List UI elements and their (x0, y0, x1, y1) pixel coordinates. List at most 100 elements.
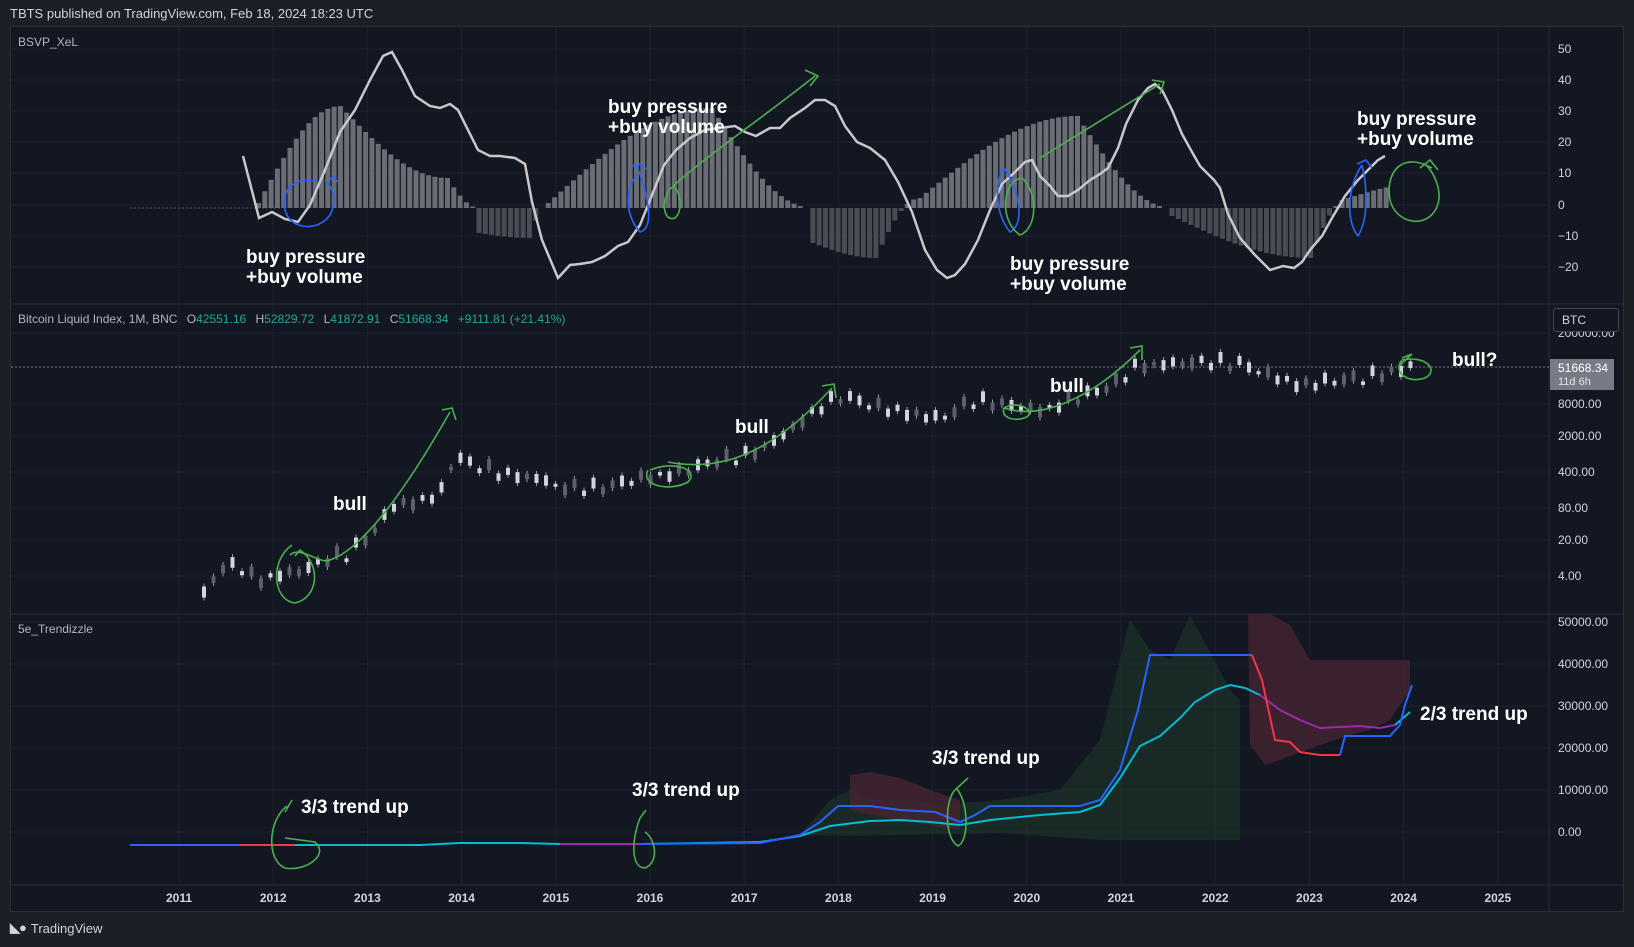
histogram-bar (690, 109, 696, 208)
histogram-bar (772, 191, 778, 208)
candle-body (971, 404, 976, 410)
histogram-bar (501, 208, 507, 237)
histogram-bar (1364, 192, 1370, 208)
candle-body (1218, 352, 1223, 363)
candle-body (1332, 380, 1337, 386)
histogram-bar (1100, 153, 1106, 208)
candle-body (344, 558, 349, 563)
candle-body (534, 473, 539, 483)
histogram-bar (482, 208, 488, 234)
histogram-bar (306, 123, 312, 208)
histogram-bar (1112, 170, 1118, 208)
histogram-bar (986, 145, 992, 208)
oscillator-price-axis[interactable]: 50 40 30 20 10 0 −10 −20 (1558, 42, 1579, 274)
annotation-buy-pressure: buy pressure (608, 97, 727, 118)
trend-tick-label: 40000.00 (1558, 657, 1608, 671)
year-label: 2011 (166, 891, 192, 905)
time-axis[interactable]: 2011 2012 2013 2014 2015 2016 2017 2018 2019 2020… (166, 891, 1511, 905)
published-header: TBTS published on TradingView.com, Feb 1… (10, 6, 374, 21)
histogram-bar (344, 112, 350, 208)
trend-title: 5e_Trendizzle (18, 622, 93, 636)
histogram-bar (1257, 208, 1263, 252)
symbol-button[interactable]: BTC (1553, 308, 1619, 332)
candle-body (496, 473, 501, 481)
histogram-bar (337, 106, 343, 208)
histogram-bar (281, 157, 287, 208)
histogram-bar (602, 153, 608, 208)
histogram-bar (268, 179, 274, 208)
histogram-bar (993, 141, 999, 208)
candle-body (1294, 381, 1299, 393)
candle-body (762, 444, 767, 449)
candle-body (373, 528, 377, 533)
histogram-bar (1245, 208, 1251, 248)
histogram-bar (1219, 208, 1225, 239)
brand-name[interactable]: TradingView (30, 920, 103, 936)
histogram-bar (526, 208, 532, 238)
oscillator-tick-label: 50 (1558, 42, 1572, 56)
annotation-bull: bull (333, 494, 367, 515)
candle-body (1095, 387, 1099, 396)
candle-body (924, 414, 928, 423)
year-label: 2024 (1390, 891, 1417, 905)
histogram-bar (703, 108, 709, 208)
candle-body (1047, 405, 1052, 409)
candle-body (458, 452, 463, 463)
histogram-bar (778, 196, 784, 208)
year-label: 2019 (919, 891, 946, 905)
candle-body (249, 566, 254, 577)
histogram-bar (312, 117, 318, 208)
histogram-bar (835, 208, 841, 252)
histogram-bar (1251, 208, 1257, 250)
candle-body (857, 395, 862, 406)
histogram-bar (1320, 208, 1326, 228)
candle-body (1285, 375, 1289, 382)
candle-body (563, 484, 567, 496)
candle-body (810, 407, 814, 414)
histogram-bar (1188, 208, 1194, 225)
high-value: 52829.72 (264, 312, 314, 326)
oscillator-tick-label: 0 (1558, 198, 1565, 212)
candle-body (582, 490, 586, 496)
histogram-bar (684, 110, 690, 208)
trend-tick-label: 30000.00 (1558, 699, 1608, 713)
histogram-bar (495, 208, 501, 236)
histogram-bar (1182, 208, 1188, 222)
histogram-bar (942, 177, 948, 208)
trend-pane[interactable] (130, 614, 1413, 846)
histogram-bar (1314, 208, 1320, 243)
histogram-bar (1226, 208, 1232, 242)
candle-body (886, 408, 890, 417)
candle-body (1019, 405, 1023, 412)
histogram-bar (785, 200, 791, 208)
candle-body (905, 409, 909, 421)
tradingview-logo-icon[interactable]: ◣● (10, 920, 27, 935)
histogram-bar (753, 171, 759, 208)
histogram-bar (489, 208, 495, 235)
histogram-bar (974, 154, 980, 208)
candle-body (1180, 361, 1185, 367)
candle-body (411, 499, 415, 511)
candle-body (487, 459, 491, 471)
price-pane[interactable] (11, 349, 1549, 601)
year-label: 2025 (1484, 891, 1511, 905)
histogram-bar (671, 114, 677, 208)
candle-body (449, 466, 453, 471)
histogram-bar (886, 208, 891, 232)
histogram-bar (571, 180, 576, 208)
candle-body (1114, 373, 1118, 385)
candle-body (620, 475, 624, 487)
candle-body (591, 477, 596, 489)
candle-body (259, 578, 263, 588)
candle-body (1209, 362, 1213, 371)
candle-body (1237, 355, 1242, 366)
oscillator-pane[interactable] (130, 50, 1389, 281)
histogram-bar (1075, 116, 1080, 208)
candle-body (468, 456, 472, 466)
histogram-bar (734, 146, 740, 208)
trend-price-axis[interactable]: 50000.00 40000.00 30000.00 20000.00 10000.00… (1558, 615, 1608, 839)
histogram-bar (810, 208, 816, 243)
histogram-bar (1276, 208, 1282, 256)
candle-body (715, 459, 719, 468)
